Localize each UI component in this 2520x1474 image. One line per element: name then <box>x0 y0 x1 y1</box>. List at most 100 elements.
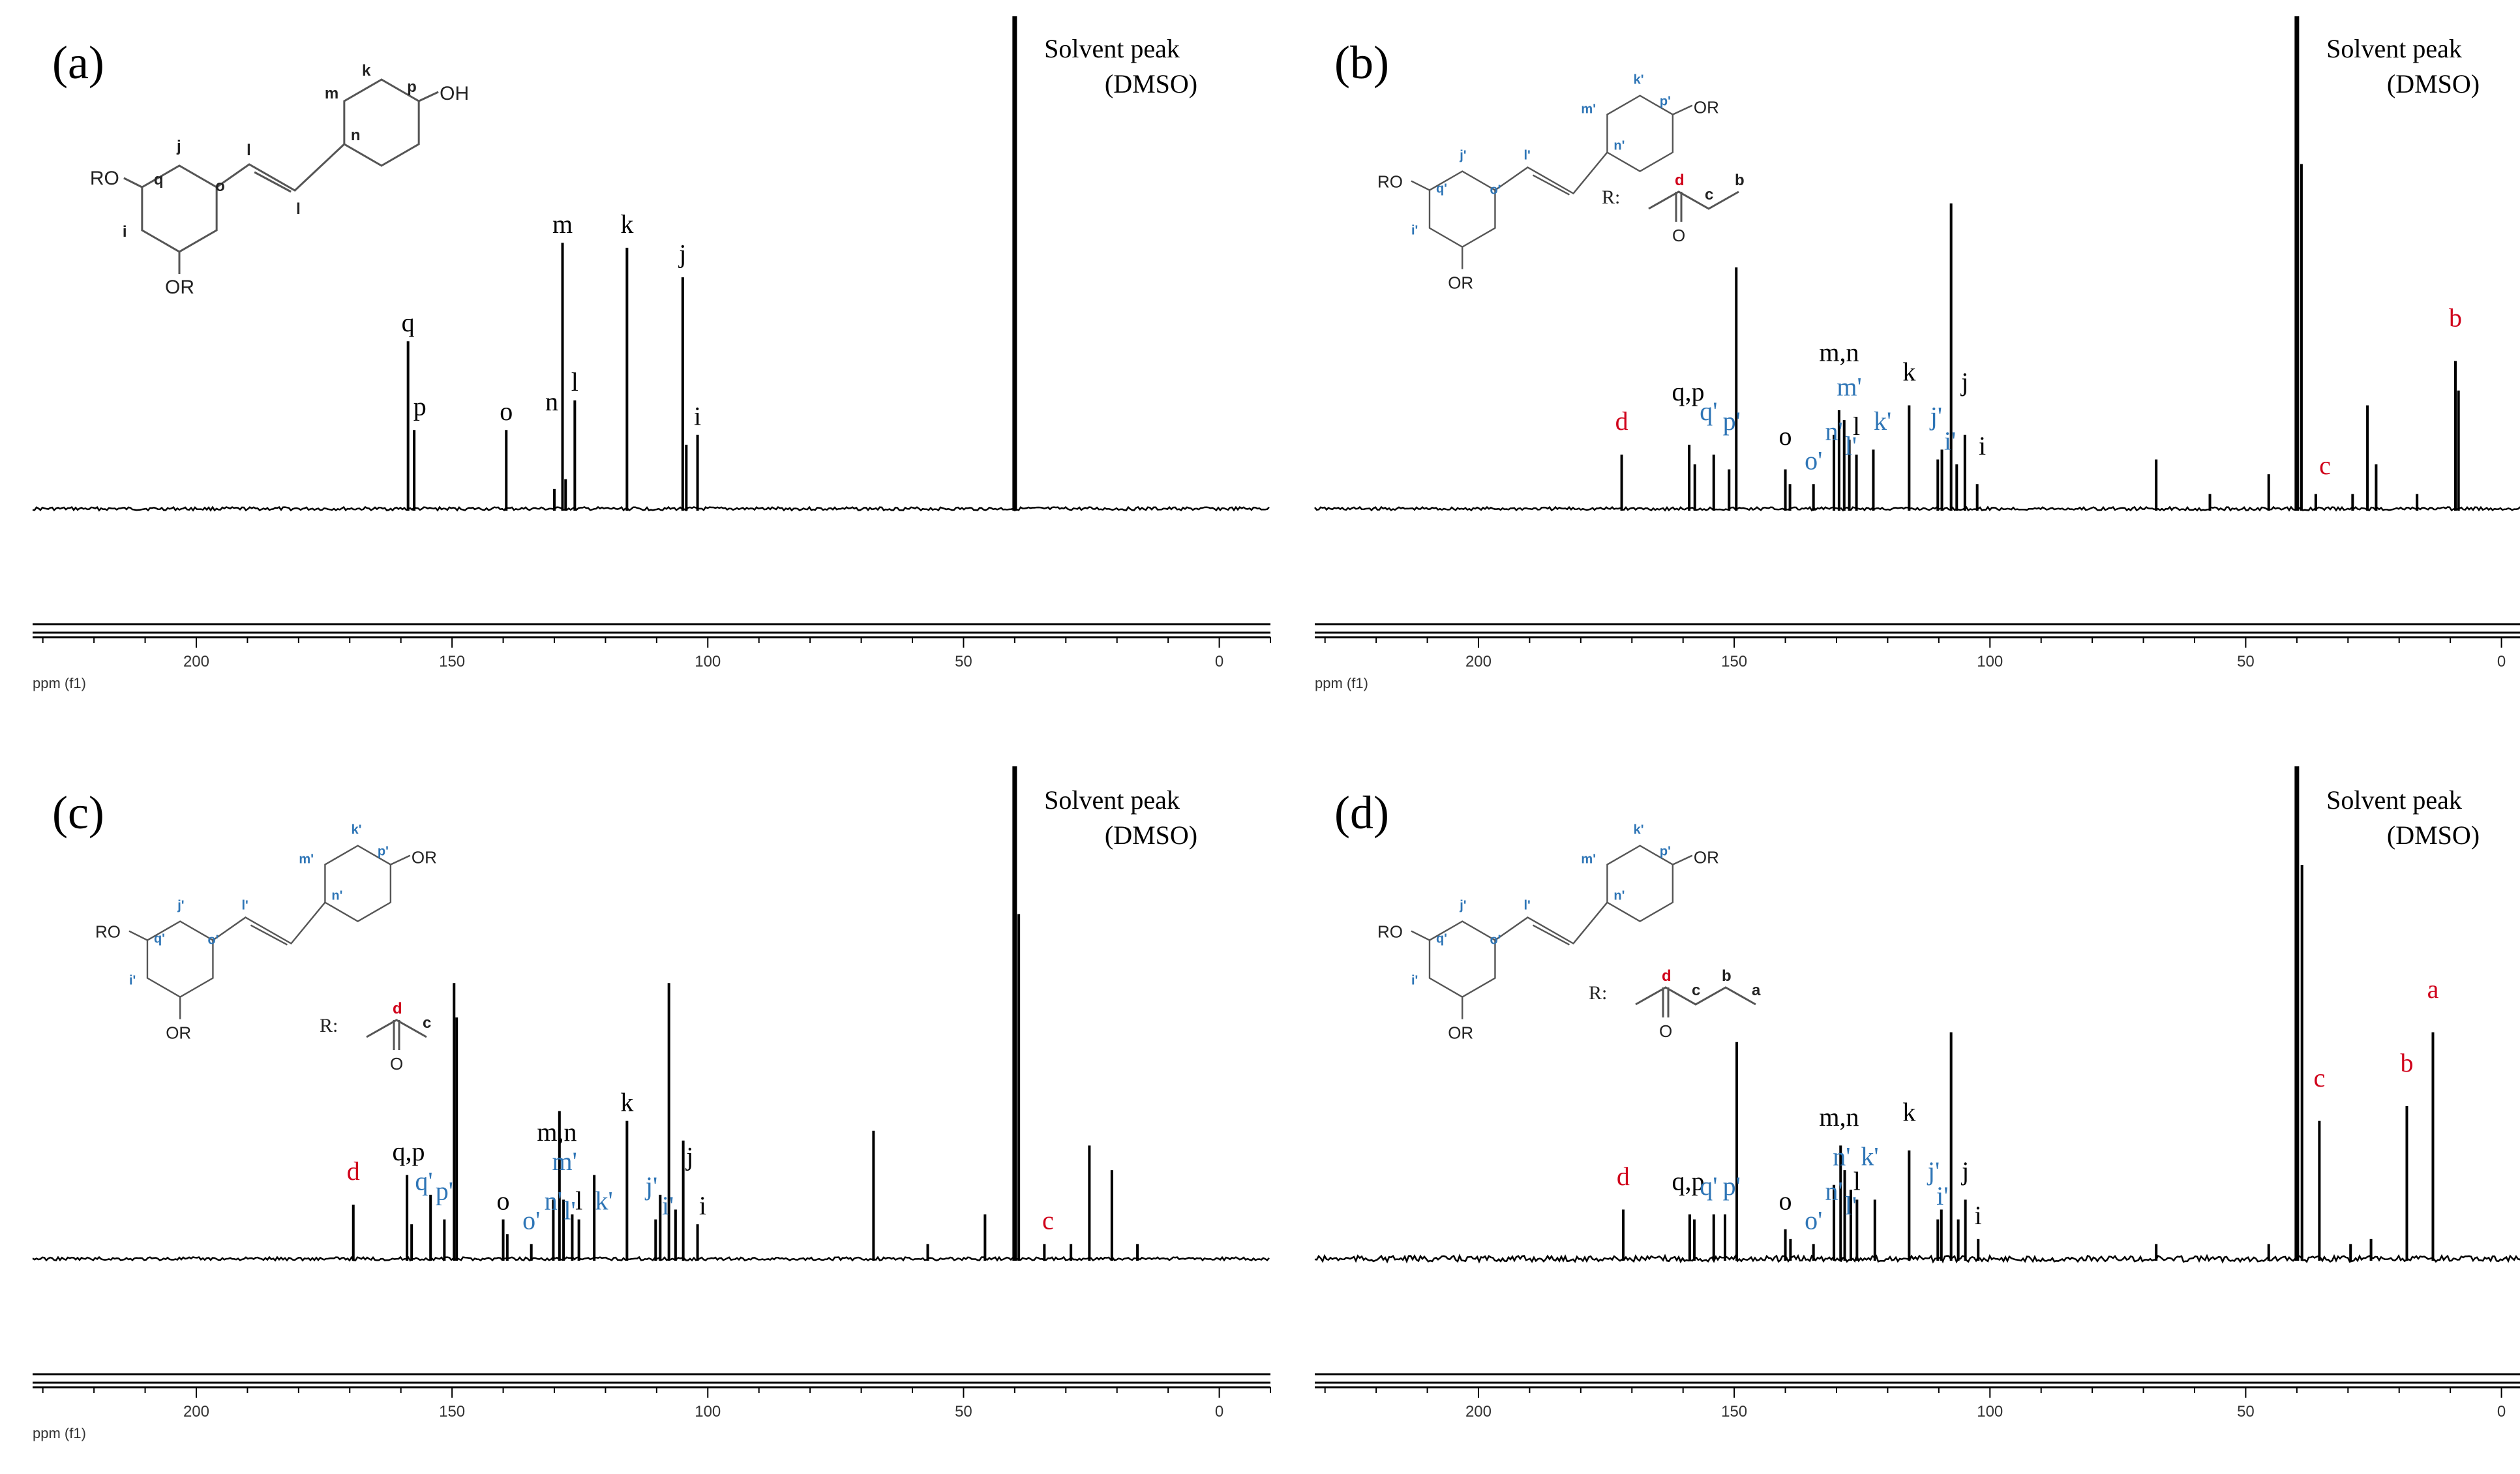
atom-label: n' <box>1613 139 1625 153</box>
vinyl-bridge <box>1494 151 1608 195</box>
peak-annotation: b <box>2449 303 2462 333</box>
solvent-peak-label: (DMSO) <box>2387 69 2480 98</box>
chain-atom-label: b <box>1722 967 1732 985</box>
peak-annotation: j' <box>1927 1156 1940 1186</box>
peak-annotation: q' <box>1700 397 1717 426</box>
vinyl-bridge <box>216 143 345 192</box>
peak-annotation: a <box>2427 974 2439 1004</box>
atom-label: k' <box>1634 73 1644 87</box>
peak-annotation: i <box>1975 1201 1982 1230</box>
x-tick-label: 0 <box>2497 1403 2506 1421</box>
bond <box>1672 104 1693 115</box>
peak-annotation: n' <box>1825 1176 1842 1205</box>
substituent-label: OR <box>1448 1023 1473 1043</box>
peak-annotation: k <box>620 209 633 239</box>
x-tick-label: 150 <box>1721 1403 1747 1421</box>
atom-label: q' <box>1436 932 1447 946</box>
atom-label: n' <box>1613 889 1625 903</box>
solvent-peak-label: Solvent peak <box>2326 34 2462 63</box>
solvent-peak-label: (DMSO) <box>1105 820 1197 850</box>
double-bond <box>254 171 292 193</box>
x-tick-label: 100 <box>1977 653 2003 670</box>
panel-label: (a) <box>52 37 104 89</box>
chain-atom-label: c <box>1705 186 1713 203</box>
peak-annotation: m,n <box>1819 1102 1859 1132</box>
baseline-trace <box>32 1256 1270 1262</box>
peak-annotation: i <box>694 402 701 431</box>
atom-label: l' <box>1523 899 1530 913</box>
x-tick-label: 100 <box>1977 1403 2003 1421</box>
atom-label: k <box>362 62 371 80</box>
x-tick-label: 200 <box>183 1403 209 1421</box>
atom-label: i' <box>1411 974 1418 988</box>
panel-label: (c) <box>52 787 104 839</box>
peak-annotation: l' <box>1845 431 1857 460</box>
atom-label: j' <box>1459 149 1466 163</box>
peak-annotation: c <box>1042 1206 1054 1235</box>
peak-annotation: o <box>1779 1186 1792 1216</box>
atom-label: i' <box>1411 224 1418 238</box>
substituent-label: OR <box>1694 98 1719 117</box>
x-tick-label: 150 <box>439 653 465 670</box>
peak-annotation: q' <box>1700 1171 1717 1201</box>
solvent-peak-label: (DMSO) <box>2387 820 2480 850</box>
atom-label: o' <box>1490 183 1501 198</box>
peak-annotation: k <box>620 1088 633 1117</box>
baseline-trace <box>1314 1254 2520 1264</box>
peak-annotation: k' <box>595 1186 612 1216</box>
baseline-trace <box>32 505 1270 512</box>
chain-atom-label: c <box>423 1014 431 1032</box>
atom-label: p' <box>1660 95 1671 109</box>
atom-label: j' <box>177 899 184 913</box>
atom-label: m' <box>1581 852 1596 867</box>
peak-annotation: k <box>1902 357 1915 387</box>
solvent-peak-label: (DMSO) <box>1105 69 1197 98</box>
peak-annotation: n' <box>545 1186 562 1216</box>
peak-annotation: m' <box>552 1147 577 1176</box>
atom-label: q <box>154 171 164 188</box>
oxygen-label: O <box>390 1054 403 1074</box>
substituent-label: OR <box>166 1023 191 1043</box>
baseline-trace <box>1314 505 2520 512</box>
r-group-label: R: <box>1602 187 1620 208</box>
peak-annotation: j <box>1960 367 1968 397</box>
chain-atom-label: d <box>1675 172 1685 189</box>
atom-label: p' <box>378 845 389 859</box>
substituent-label: OR <box>412 848 437 867</box>
x-tick-label: 50 <box>2237 1403 2255 1421</box>
chain-atom-label: c <box>1692 982 1700 999</box>
peak-annotation: k' <box>1861 1142 1878 1171</box>
atom-label: k' <box>352 823 362 837</box>
peak-annotation: o <box>497 1186 510 1216</box>
atom-label: p <box>407 78 417 96</box>
peak-annotation: p <box>413 392 427 421</box>
atom-label: j' <box>1459 899 1466 913</box>
x-tick-label: 150 <box>1721 653 1747 670</box>
atom-label: n <box>351 127 361 144</box>
atom-label: l' <box>241 899 248 913</box>
bond <box>390 854 411 865</box>
substituent-label: RO <box>1377 922 1403 942</box>
peak-annotation: d <box>1617 1162 1630 1191</box>
bond <box>1672 854 1693 865</box>
substituent-label: OR <box>165 277 194 298</box>
solvent-peak-label: Solvent peak <box>2326 785 2462 815</box>
acyl-chain <box>366 1019 427 1038</box>
atom-label: m' <box>1581 102 1596 117</box>
atom-label: q' <box>1436 182 1447 196</box>
peak-annotation: p' <box>1723 1171 1741 1201</box>
peak-annotation: i' <box>1944 426 1956 455</box>
x-tick-label: 50 <box>955 653 972 670</box>
peak-annotation: j' <box>1929 402 1942 431</box>
benzene-ring <box>1606 845 1674 922</box>
substituent-label: OR <box>1694 848 1719 867</box>
atom-label: l <box>296 200 301 218</box>
substituent-label: OH <box>440 83 469 104</box>
x-axis-label: ppm (f1) <box>33 1425 86 1441</box>
atom-label: l <box>247 142 251 159</box>
peak-annotation: i' <box>1936 1181 1948 1211</box>
r-group-label: R: <box>320 1015 338 1036</box>
peak-annotation: m <box>552 209 573 239</box>
